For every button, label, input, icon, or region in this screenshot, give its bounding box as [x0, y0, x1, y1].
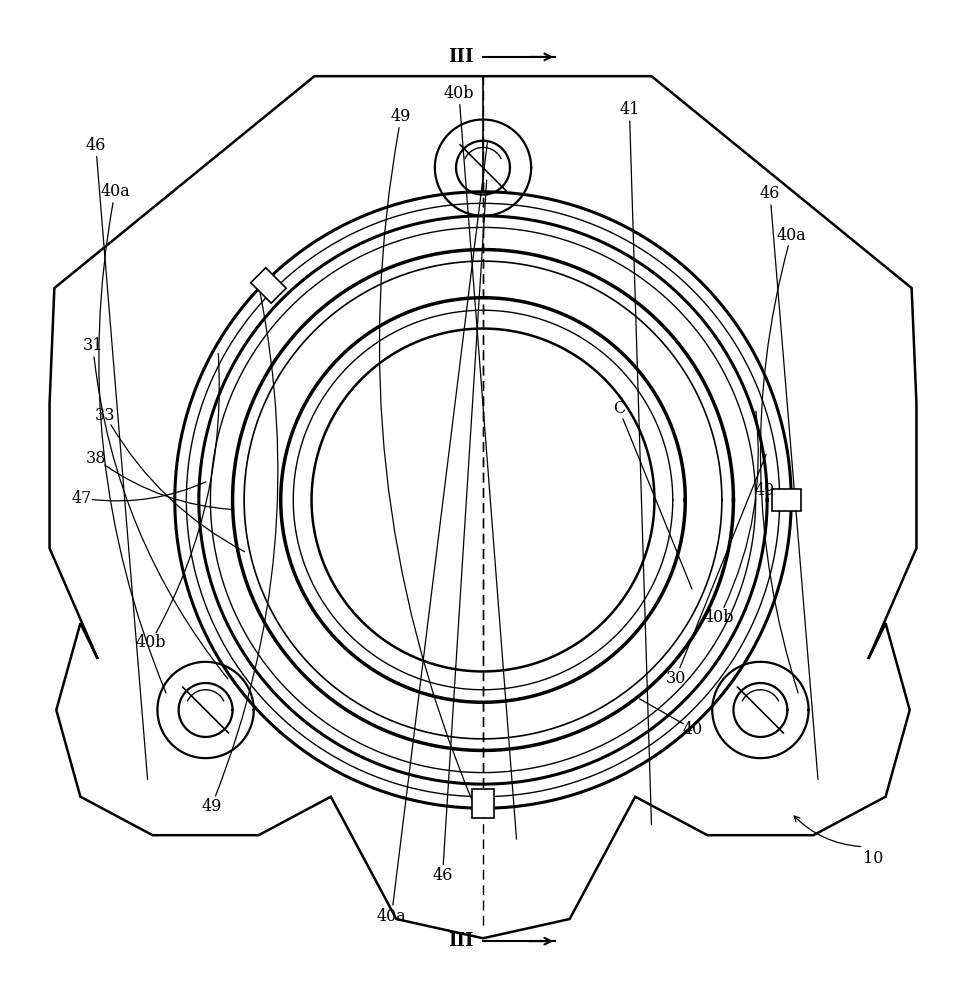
- Text: 38: 38: [86, 450, 106, 467]
- Polygon shape: [472, 789, 494, 818]
- Text: 46: 46: [760, 185, 781, 202]
- Text: 40b: 40b: [135, 634, 166, 651]
- Text: 30: 30: [666, 670, 686, 687]
- Text: 49: 49: [754, 482, 775, 499]
- Text: 46: 46: [86, 137, 106, 154]
- Text: 40a: 40a: [377, 908, 407, 925]
- Text: 10: 10: [864, 850, 884, 867]
- Text: 41: 41: [619, 101, 639, 118]
- Text: 40: 40: [683, 721, 703, 738]
- Text: 40b: 40b: [704, 609, 734, 626]
- Text: 40a: 40a: [100, 183, 129, 200]
- Text: 40a: 40a: [777, 227, 806, 244]
- Text: C: C: [612, 400, 625, 417]
- Text: 47: 47: [71, 490, 92, 507]
- Text: 49: 49: [201, 798, 221, 815]
- Text: 33: 33: [96, 407, 116, 424]
- Text: 49: 49: [391, 108, 412, 125]
- Text: III: III: [448, 48, 473, 66]
- Text: III: III: [448, 932, 473, 950]
- Text: 40b: 40b: [443, 85, 474, 102]
- Text: 31: 31: [83, 337, 103, 354]
- Polygon shape: [772, 489, 801, 511]
- Polygon shape: [251, 268, 286, 303]
- Text: 46: 46: [433, 867, 453, 884]
